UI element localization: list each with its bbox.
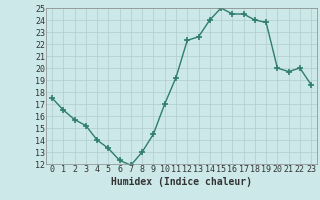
X-axis label: Humidex (Indice chaleur): Humidex (Indice chaleur) xyxy=(111,177,252,187)
